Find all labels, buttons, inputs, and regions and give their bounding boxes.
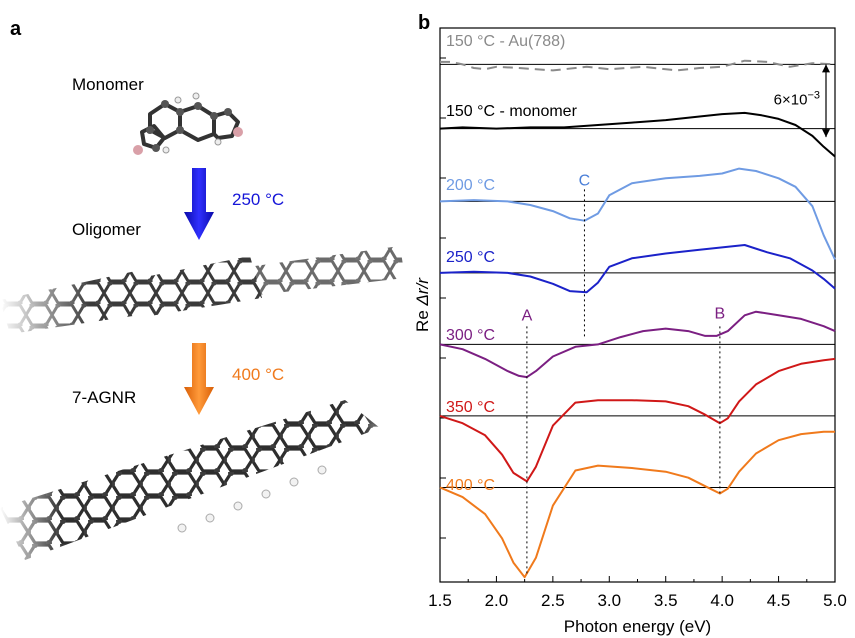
- series-label-4: 300 °C: [446, 327, 495, 344]
- y-axis-label-symbol: Δr/r: [413, 277, 432, 307]
- oligomer-molecule-icon: [0, 238, 410, 338]
- monomer-molecule-icon: [133, 92, 243, 155]
- orange-arrow-icon: [184, 343, 214, 415]
- scale-bar-label-base: 6×10: [774, 92, 808, 109]
- annotation-label-A: A: [522, 307, 533, 324]
- series-line-2: [439, 167, 836, 260]
- y-axis-label-prefix: Re: [413, 305, 432, 331]
- scale-bar-arrow-top-icon: [822, 64, 830, 73]
- series-line-5: [439, 357, 836, 483]
- series-label-3: 250 °C: [446, 249, 495, 266]
- x-tick-label-1: 2.0: [485, 591, 509, 610]
- scale-bar-arrow-bottom-icon: [822, 129, 830, 138]
- panel-a-label: a: [10, 18, 22, 40]
- x-tick-label-4: 3.5: [654, 591, 678, 610]
- stage-monomer-label: Monomer: [72, 75, 144, 94]
- x-tick-label-5: 4.0: [710, 591, 734, 610]
- blue-arrow-icon: [184, 168, 214, 240]
- scale-bar-label-exp: −3: [807, 90, 820, 102]
- series-label-5: 350 °C: [446, 399, 495, 416]
- series-label-0: 150 °C - Au(788): [446, 33, 565, 50]
- series-label-1: 150 °C - monomer: [446, 103, 578, 120]
- x-axis-label: Photon energy (eV): [564, 617, 711, 636]
- annotation-label-C: C: [579, 172, 591, 189]
- x-tick-label-7: 5.0: [823, 591, 847, 610]
- stage-oligomer-label: Oligomer: [72, 220, 141, 239]
- x-tick-label-2: 2.5: [541, 591, 565, 610]
- series-label-6: 400 °C: [446, 477, 495, 494]
- step-250-label: 250 °C: [232, 190, 285, 209]
- series-line-3: [439, 244, 836, 294]
- x-tick-label-0: 1.5: [428, 591, 452, 610]
- agnr-molecule-icon: [0, 400, 410, 570]
- series-line-4: [439, 310, 836, 379]
- x-tick-label-6: 4.5: [767, 591, 791, 610]
- step-400-label: 400 °C: [232, 365, 285, 384]
- x-tick-label-3: 3.0: [597, 591, 621, 610]
- y-axis-label: Re Δr/r: [413, 277, 432, 332]
- series-label-2: 200 °C: [446, 177, 495, 194]
- scale-bar-label: 6×10−3: [774, 90, 820, 109]
- series-line-1: [439, 111, 836, 158]
- series-line-6: [439, 430, 835, 579]
- annotation-label-B: B: [715, 305, 726, 322]
- panel-b-label: b: [418, 12, 431, 34]
- series-line-0: [440, 59, 836, 72]
